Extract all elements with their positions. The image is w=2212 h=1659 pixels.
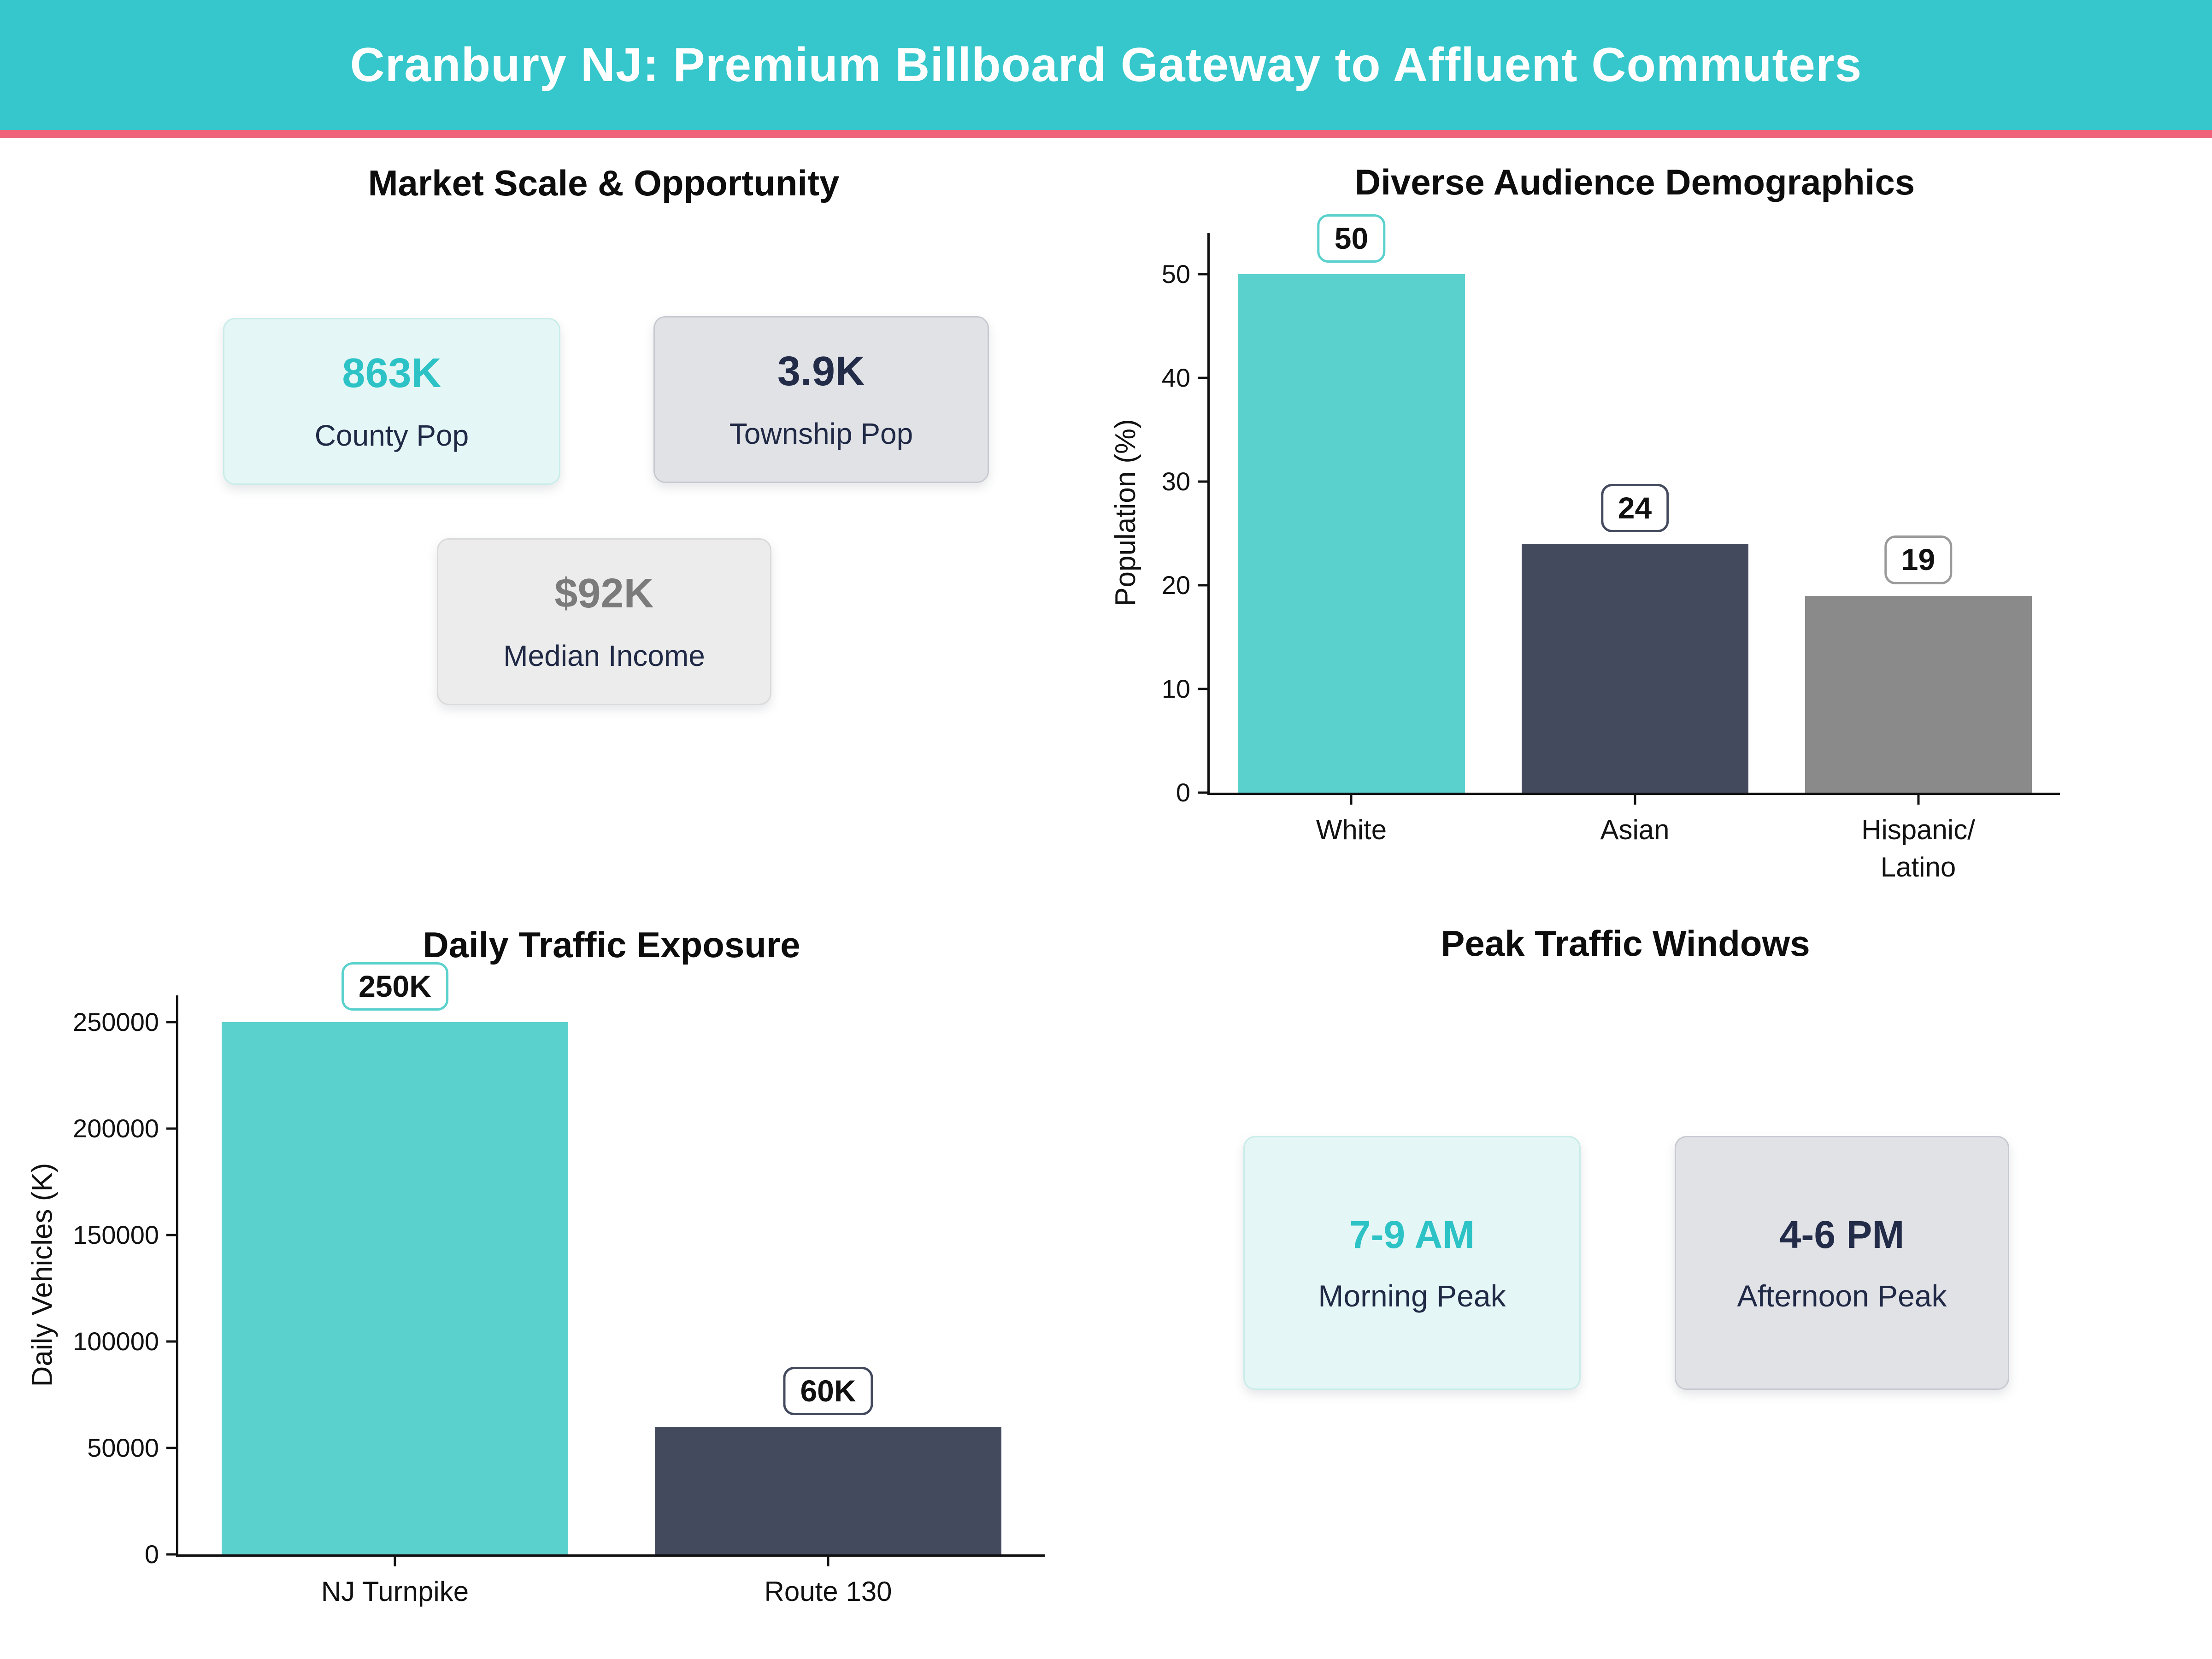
x-tick-label: Hispanic/ Latino	[1861, 814, 1975, 882]
stat-value: 4-6 PM	[1779, 1212, 1905, 1256]
y-tick-mark	[166, 1447, 178, 1449]
y-tick-mark	[166, 1553, 178, 1556]
bar-route-130	[655, 1426, 1001, 1554]
market-section-title: Market Scale & Opportunity	[368, 163, 840, 203]
y-tick-label: 50000	[87, 1433, 159, 1462]
y-axis-label: Daily Vehicles (K)	[26, 1163, 59, 1387]
x-tick-label: Route 130	[764, 1576, 892, 1607]
stat-card-county-pop: 863K County Pop	[223, 318, 560, 485]
header-divider	[0, 130, 2212, 138]
bar-white	[1238, 274, 1465, 793]
x-tick-mark	[1917, 793, 1919, 805]
y-tick-label: 200000	[73, 1113, 159, 1143]
y-tick-mark	[1198, 377, 1210, 379]
chart-demographics: Diverse Audience Demographics Population…	[1110, 162, 2060, 882]
page-title: Cranbury NJ: Premium Billboard Gateway t…	[350, 38, 1862, 92]
stat-label: County Pop	[314, 419, 469, 452]
y-tick-mark	[166, 1127, 178, 1130]
y-tick-mark	[1198, 584, 1210, 587]
y-tick-label: 0	[144, 1540, 159, 1569]
y-axis-label-column: Daily Vehicles (K)	[26, 995, 59, 1554]
bar-value-label: 60K	[783, 1366, 873, 1415]
y-tick-mark	[1198, 480, 1210, 483]
x-tick-label: Asian	[1600, 814, 1670, 845]
bar-value-label: 19	[1884, 535, 1953, 584]
bar-value-label: 250K	[341, 962, 448, 1011]
y-tick-mark	[1198, 688, 1210, 690]
stat-label: Afternoon Peak	[1737, 1278, 1947, 1313]
stat-card-morning-peak: 7-9 AM Morning Peak	[1243, 1136, 1581, 1390]
stat-value: $92K	[554, 571, 654, 617]
chart-title: Daily Traffic Exposure	[423, 924, 800, 965]
bar-value-label: 24	[1600, 483, 1669, 533]
y-tick-label: 150000	[73, 1220, 159, 1249]
y-tick-label: 10	[1161, 674, 1190, 703]
stat-value: 863K	[342, 350, 441, 396]
stat-label: Morning Peak	[1318, 1278, 1506, 1313]
stat-value: 7-9 AM	[1349, 1212, 1475, 1256]
y-tick-label: 50	[1161, 259, 1190, 288]
stat-label: Median Income	[503, 639, 705, 672]
y-tick-label: 100000	[73, 1326, 159, 1356]
y-axis-label-column: Population (%)	[1109, 233, 1141, 793]
chart-title: Diverse Audience Demographics	[1354, 162, 1915, 202]
bar-value-label: 50	[1317, 214, 1386, 263]
x-tick-label: White	[1316, 814, 1387, 845]
x-tick-mark	[827, 1554, 830, 1566]
stat-label: Township Pop	[729, 417, 913, 450]
stat-value: 3.9K	[777, 348, 865, 394]
peak-section-title: Peak Traffic Windows	[1441, 923, 1810, 964]
y-tick-label: 20	[1161, 571, 1190, 600]
y-tick-mark	[1198, 273, 1210, 276]
bar-hispanic-	[1805, 595, 2032, 793]
y-tick-mark	[166, 1340, 178, 1343]
y-tick-label: 30	[1161, 467, 1190, 496]
y-tick-label: 0	[1176, 778, 1190, 807]
y-axis-label: Population (%)	[1109, 419, 1141, 606]
chart-traffic: Daily Traffic Exposure Daily Vehicles (K…	[27, 924, 1045, 1607]
header-banner: Cranbury NJ: Premium Billboard Gateway t…	[0, 0, 2212, 130]
y-tick-label: 250000	[73, 1007, 159, 1036]
stat-card-afternoon-peak: 4-6 PM Afternoon Peak	[1675, 1136, 2009, 1390]
x-tick-mark	[1634, 793, 1636, 805]
y-tick-mark	[166, 1021, 178, 1024]
y-tick-mark	[166, 1234, 178, 1236]
stat-card-township-pop: 3.9K Township Pop	[653, 316, 989, 483]
x-tick-label: NJ Turnpike	[321, 1576, 469, 1607]
bar-nj-turnpike	[222, 1022, 568, 1554]
x-tick-mark	[394, 1554, 396, 1566]
y-tick-mark	[1198, 791, 1210, 794]
stat-card-median-income: $92K Median Income	[437, 538, 771, 705]
bar-asian	[1521, 544, 1748, 793]
x-tick-mark	[1350, 793, 1353, 805]
y-tick-label: 40	[1161, 363, 1190, 392]
